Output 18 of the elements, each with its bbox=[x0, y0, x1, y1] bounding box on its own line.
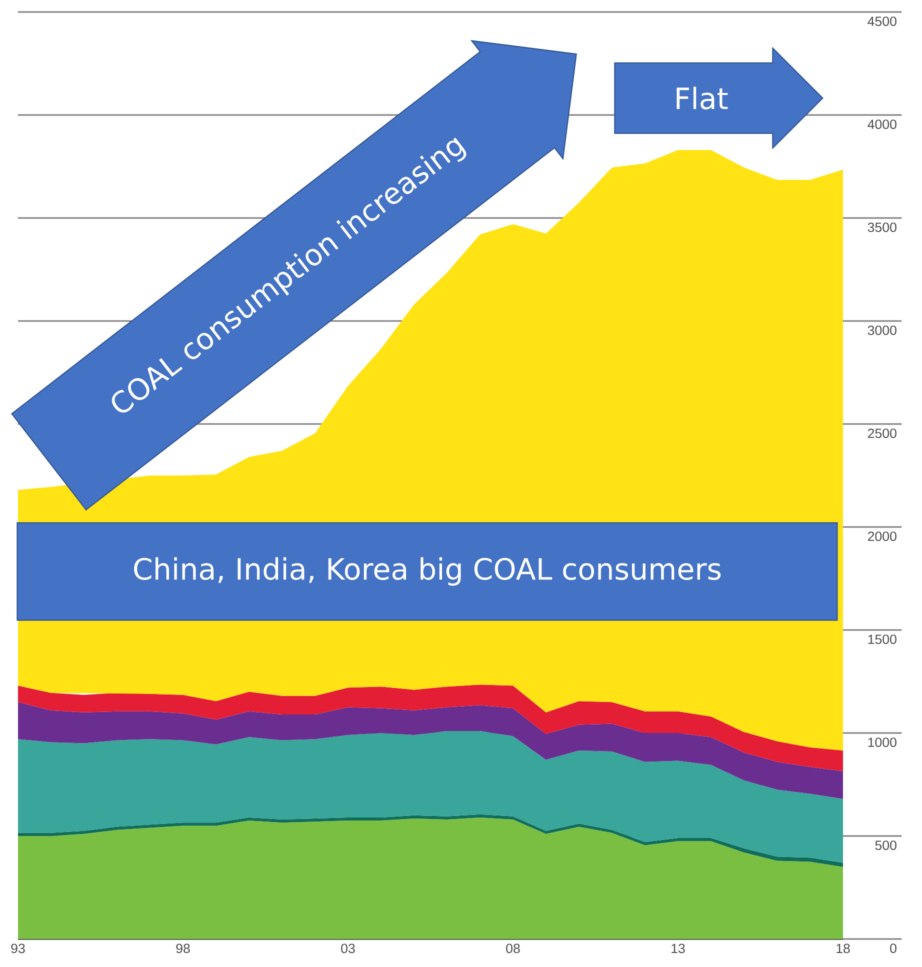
annotation: Flat bbox=[676, 86, 728, 110]
y-tick-label: 1500 bbox=[868, 634, 896, 644]
y-tick-label: 500 bbox=[875, 840, 896, 850]
y-tick-label: 1000 bbox=[868, 738, 896, 748]
annotation: China, India, Korea big COAL consumers bbox=[134, 557, 721, 586]
y-tick-label: 3500 bbox=[868, 222, 896, 232]
y-tick-label: 3000 bbox=[868, 326, 896, 336]
x-tick-label: 08 bbox=[506, 944, 520, 954]
y-tick-label: 4500 bbox=[868, 16, 896, 26]
x-tick-label: 98 bbox=[176, 944, 190, 954]
x-tick-label: 18 bbox=[836, 944, 850, 954]
x-tick-label: 13 bbox=[672, 944, 685, 954]
x-tick-label: 03 bbox=[341, 944, 355, 954]
x-tick-label: 93 bbox=[11, 944, 25, 954]
y-tick-label: 2000 bbox=[868, 532, 896, 542]
y-tick-label: 0 bbox=[890, 944, 896, 954]
y-tick-label: 2500 bbox=[868, 428, 896, 438]
y-tick-label: 4000 bbox=[868, 120, 896, 130]
